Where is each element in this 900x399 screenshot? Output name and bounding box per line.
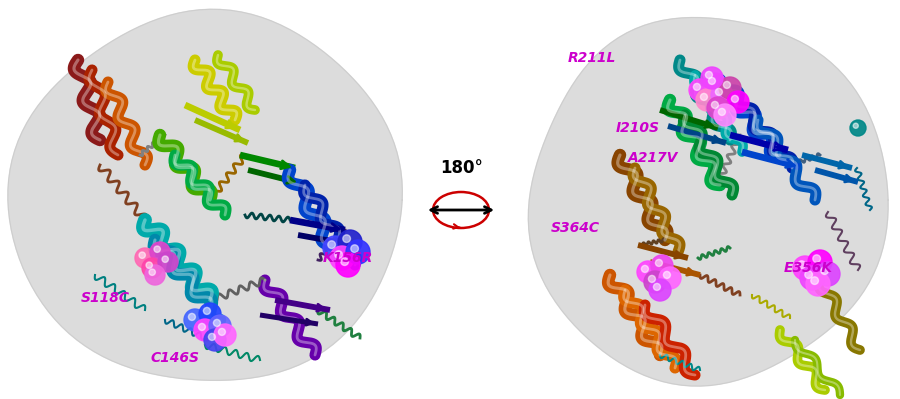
Circle shape (813, 255, 821, 263)
Text: E356K: E356K (783, 261, 832, 275)
Circle shape (204, 329, 226, 351)
Circle shape (135, 248, 155, 268)
Circle shape (800, 266, 824, 290)
Circle shape (188, 313, 195, 320)
Circle shape (150, 242, 170, 262)
Circle shape (346, 240, 370, 264)
Circle shape (711, 101, 718, 109)
Circle shape (719, 77, 741, 99)
Circle shape (727, 91, 749, 113)
Circle shape (198, 324, 205, 330)
Circle shape (343, 235, 350, 243)
Circle shape (706, 71, 713, 79)
Circle shape (793, 256, 817, 280)
Circle shape (853, 123, 859, 128)
Circle shape (714, 104, 736, 126)
Circle shape (194, 319, 216, 341)
Circle shape (219, 328, 225, 336)
Circle shape (704, 73, 726, 95)
Circle shape (653, 283, 661, 290)
Circle shape (805, 271, 813, 279)
Circle shape (184, 309, 206, 331)
Circle shape (808, 250, 832, 274)
Circle shape (213, 320, 220, 326)
Circle shape (149, 269, 156, 275)
Circle shape (659, 267, 681, 289)
Circle shape (732, 95, 738, 103)
Circle shape (642, 265, 648, 273)
Text: R211L: R211L (568, 51, 616, 65)
Circle shape (648, 275, 655, 282)
Circle shape (708, 77, 716, 85)
Text: A217V: A217V (628, 151, 679, 165)
Circle shape (336, 253, 360, 277)
Circle shape (811, 277, 818, 284)
Text: K156R: K156R (323, 251, 373, 265)
Circle shape (335, 251, 343, 259)
Circle shape (209, 315, 231, 337)
Text: 180°: 180° (441, 159, 483, 177)
Circle shape (162, 256, 168, 263)
Circle shape (649, 279, 671, 301)
Circle shape (724, 81, 731, 89)
Circle shape (214, 324, 236, 346)
Circle shape (199, 303, 221, 325)
Circle shape (806, 272, 830, 296)
Circle shape (693, 83, 700, 91)
Circle shape (139, 252, 146, 259)
Circle shape (341, 258, 348, 265)
Circle shape (711, 84, 733, 106)
Circle shape (651, 255, 673, 277)
Circle shape (142, 258, 162, 278)
Circle shape (689, 79, 711, 101)
Circle shape (330, 246, 354, 270)
Circle shape (146, 262, 152, 269)
Circle shape (209, 334, 215, 340)
Circle shape (158, 252, 178, 272)
Circle shape (707, 97, 729, 119)
Circle shape (700, 93, 707, 101)
Circle shape (351, 245, 358, 253)
Polygon shape (528, 18, 888, 386)
Text: I210S: I210S (616, 121, 660, 135)
Circle shape (323, 236, 347, 260)
Circle shape (797, 261, 806, 269)
Circle shape (821, 267, 829, 275)
Text: S118C: S118C (80, 291, 130, 305)
Circle shape (696, 89, 718, 111)
Circle shape (716, 89, 723, 95)
Polygon shape (8, 9, 402, 380)
Circle shape (154, 246, 160, 253)
Circle shape (816, 262, 840, 286)
Text: C146S: C146S (150, 351, 200, 365)
Circle shape (850, 120, 866, 136)
Circle shape (328, 241, 336, 249)
Circle shape (644, 271, 666, 293)
Circle shape (145, 265, 165, 285)
Circle shape (338, 230, 362, 254)
Circle shape (663, 271, 670, 279)
Circle shape (718, 109, 725, 115)
Text: S364C: S364C (551, 221, 599, 235)
Circle shape (655, 259, 662, 267)
Circle shape (637, 261, 659, 283)
Circle shape (203, 307, 211, 314)
Circle shape (701, 67, 723, 89)
